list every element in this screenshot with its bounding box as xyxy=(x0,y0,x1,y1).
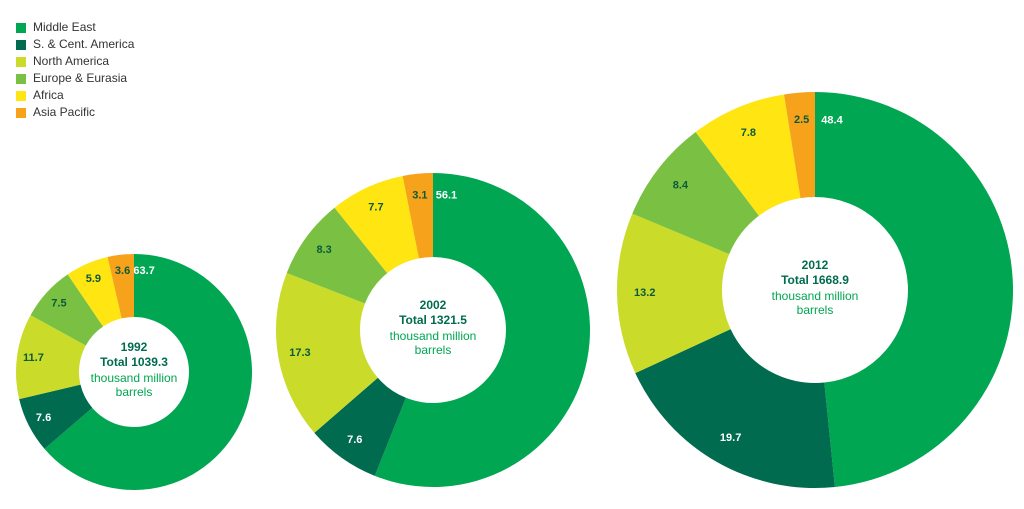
legend-swatch xyxy=(16,74,26,84)
unit-box: thousand million barrels xyxy=(771,289,859,317)
value-label: 63.7 xyxy=(133,265,154,277)
donut-segment xyxy=(784,92,815,199)
unit-box: thousand million barrels xyxy=(389,329,477,357)
unit-label: thousand million barrels xyxy=(771,289,859,317)
legend-label: Africa xyxy=(33,88,64,102)
legend-label: North America xyxy=(33,54,109,68)
value-label: 13.2 xyxy=(634,287,655,299)
value-label: 48.4 xyxy=(821,114,843,126)
value-label: 19.7 xyxy=(720,432,741,444)
legend-label: Europe & Eurasia xyxy=(33,71,127,85)
unit-label: thousand million barrels xyxy=(389,329,477,357)
legend-swatch xyxy=(16,23,26,33)
donut-segment xyxy=(402,173,433,259)
value-label: 11.7 xyxy=(23,352,44,364)
legend-swatch xyxy=(16,40,26,50)
donut-segment xyxy=(334,175,419,274)
chart-subtitle: Total 1668.9 xyxy=(781,273,849,287)
chart-subtitle: Total 1039.3 xyxy=(100,355,168,369)
chart-title: 2012 xyxy=(802,258,829,272)
legend-label: Middle East xyxy=(33,20,96,34)
donut-segment xyxy=(30,274,104,346)
donut-segment xyxy=(276,272,378,433)
donut-segment xyxy=(635,329,835,489)
chart-title: 2002 xyxy=(420,298,447,312)
value-label: 8.3 xyxy=(316,244,331,256)
donut-segment xyxy=(695,94,801,216)
donut-segment xyxy=(67,257,122,327)
donut-segment xyxy=(16,315,86,400)
chart-subtitle: Total 1321.5 xyxy=(399,313,467,327)
donut-segment xyxy=(107,254,134,319)
value-label: 7.7 xyxy=(368,202,383,214)
legend-label: Asia Pacific xyxy=(33,105,95,119)
value-label: 7.8 xyxy=(741,127,756,139)
value-label: 3.6 xyxy=(115,265,130,277)
value-label: 8.4 xyxy=(673,180,689,192)
donut-segment xyxy=(44,254,253,491)
legend-label: S. & Cent. America xyxy=(33,37,135,51)
donut-segment xyxy=(374,173,590,487)
value-label: 2.5 xyxy=(794,114,809,126)
donut-segment xyxy=(815,92,1014,488)
legend-swatch xyxy=(16,57,26,67)
donut-segment xyxy=(19,384,93,449)
legend-swatch xyxy=(16,108,26,118)
value-label: 7.6 xyxy=(347,434,362,446)
legend-swatch xyxy=(16,91,26,101)
donut-segment xyxy=(314,377,406,476)
donut-segment xyxy=(632,132,759,255)
donut-segment xyxy=(616,213,731,374)
unit-label: thousand million barrels xyxy=(90,371,178,399)
value-label: 5.9 xyxy=(86,273,101,285)
donut-segment xyxy=(286,207,388,304)
unit-box: thousand million barrels xyxy=(90,371,178,399)
value-label: 7.5 xyxy=(51,298,66,310)
value-label: 56.1 xyxy=(436,190,457,202)
chart-title: 1992 xyxy=(121,340,148,354)
value-label: 17.3 xyxy=(289,347,310,359)
value-label: 3.1 xyxy=(412,190,427,202)
value-label: 7.6 xyxy=(36,412,51,424)
